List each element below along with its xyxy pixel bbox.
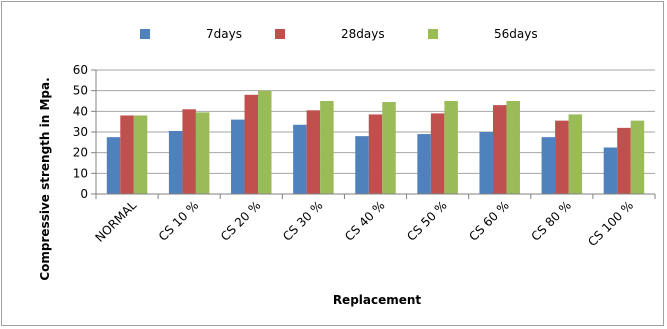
bar-7days — [603, 147, 618, 194]
legend-label: 28days — [341, 27, 385, 41]
x-tick-label: CS 80 % — [528, 198, 573, 243]
y-axis-ticks: 0 10 20 30 40 50 60 — [73, 63, 96, 201]
y-tick-label: 40 — [73, 104, 88, 118]
axes — [95, 70, 655, 195]
bar-7days — [231, 119, 245, 194]
bar-28days — [555, 120, 569, 194]
x-axis-ticks: NORMAL CS 10 % CS 20 % CS 30 % CS 40 % CS 50 … — [92, 194, 656, 249]
y-tick-label: 50 — [73, 84, 88, 98]
y-axis-title: Compressive strength in Mpa. — [38, 77, 52, 280]
bar-28days — [430, 113, 445, 194]
bars — [106, 90, 645, 194]
bar-56days — [630, 120, 645, 194]
x-tick-label: CS 20 % — [218, 198, 263, 243]
bar-7days — [293, 124, 307, 194]
bar-56days — [133, 115, 148, 194]
legend-swatch — [275, 29, 285, 39]
x-tick-label: NORMAL — [92, 198, 139, 245]
legend: 7days 28days 56days — [140, 27, 538, 41]
bar-7days — [168, 130, 183, 194]
bar-56days — [320, 101, 334, 194]
y-tick-label: 60 — [73, 63, 88, 77]
bar-28days — [182, 109, 196, 194]
bar-7days — [417, 134, 431, 194]
x-axis-title: Replacement — [333, 293, 422, 307]
bar-56days — [568, 114, 583, 194]
bar-28days — [368, 114, 383, 194]
x-tick-label: CS 30 % — [280, 198, 325, 243]
bar-56days — [258, 90, 272, 194]
legend-label: 7days — [206, 27, 242, 41]
x-tick-label: CS 50 % — [404, 198, 449, 243]
x-tick-label: CS 40 % — [342, 198, 387, 243]
bar-56days — [382, 102, 396, 194]
bar-7days — [479, 132, 493, 194]
bar-7days — [541, 137, 556, 194]
bar-7days — [355, 136, 369, 194]
bar-56days — [506, 101, 520, 194]
y-tick-label: 20 — [73, 146, 88, 160]
y-tick-label: 0 — [80, 187, 88, 201]
bar-28days — [492, 105, 507, 194]
legend-swatch — [428, 29, 438, 39]
legend-label: 56days — [494, 27, 538, 41]
bar-56days — [444, 101, 458, 194]
bar-28days — [617, 127, 631, 194]
bar-28days — [306, 110, 321, 194]
bar-7days — [106, 137, 121, 194]
x-tick-label: CS 60 % — [466, 198, 511, 243]
bar-56days — [195, 112, 210, 194]
bar-28days — [244, 94, 259, 194]
y-tick-label: 30 — [73, 125, 88, 139]
x-tick-label: CS 10 % — [156, 198, 201, 243]
bar-28days — [120, 115, 134, 194]
y-tick-label: 10 — [73, 166, 88, 180]
legend-swatch — [140, 29, 150, 39]
x-tick-label: CS 100 % — [585, 198, 636, 249]
